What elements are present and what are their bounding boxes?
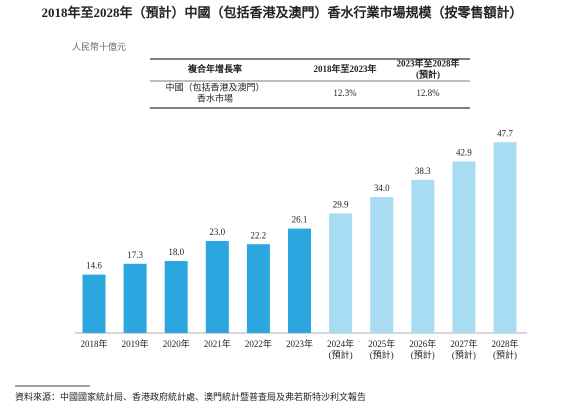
bar: [164, 261, 188, 333]
unit-label: 人民幣十億元: [72, 41, 126, 52]
source-note: 資料來源：中國國家統計局、香港政府統計處、澳門統計暨普查局及弗若斯特沙利文報告: [15, 391, 366, 402]
bar: [205, 241, 229, 333]
bar: [329, 213, 353, 333]
value-label: 38.3: [415, 166, 431, 176]
bar: [288, 228, 311, 333]
bar: [246, 244, 270, 333]
x-tick-label: 2026年(預計): [409, 338, 436, 360]
x-tick-label: 2028年(預計): [491, 338, 518, 360]
value-label: 14.6: [86, 261, 102, 271]
table-cell: 中國（包括香港及澳門）香水市場: [165, 82, 264, 104]
table-header: 複合年增長率: [187, 63, 242, 74]
x-tick-label: 2021年: [204, 338, 231, 349]
value-label: 17.3: [127, 250, 143, 260]
value-label: 47.7: [497, 128, 513, 138]
value-label: 34.0: [374, 183, 390, 193]
value-label: 29.9: [333, 199, 349, 209]
chart-title: 2018年至2028年（預計）中國（包括香港及澳門）香水行業市場規模（按零售額計…: [41, 5, 522, 20]
table-header: 2023年至2028年(預計): [396, 58, 459, 80]
value-label: 23.0: [209, 227, 225, 237]
bar: [411, 179, 435, 333]
table-cell: 12.8%: [416, 88, 440, 98]
value-label: 22.2: [251, 230, 267, 240]
x-tick-label: 2018年: [80, 338, 107, 349]
bar: [452, 161, 476, 333]
x-tick-label: 2023年: [286, 338, 313, 349]
x-tick-label: 2019年: [122, 338, 149, 349]
x-tick-label: 2024年(預計): [327, 338, 354, 360]
table-cell: 12.3%: [333, 88, 357, 98]
value-label: 18.0: [168, 247, 184, 257]
table-header: 2018年至2023年: [313, 63, 376, 74]
bar: [123, 263, 147, 333]
bar: [82, 274, 106, 333]
value-label: 42.9: [456, 147, 472, 157]
bar: [370, 197, 394, 333]
value-label: 26.1: [292, 215, 308, 225]
bar: [493, 142, 517, 333]
x-tick-label: 2020年: [163, 338, 190, 349]
x-tick-label: 2027年(預計): [450, 338, 477, 360]
x-tick-label: 2025年(預計): [368, 338, 395, 360]
x-tick-label: 2022年: [245, 338, 272, 349]
